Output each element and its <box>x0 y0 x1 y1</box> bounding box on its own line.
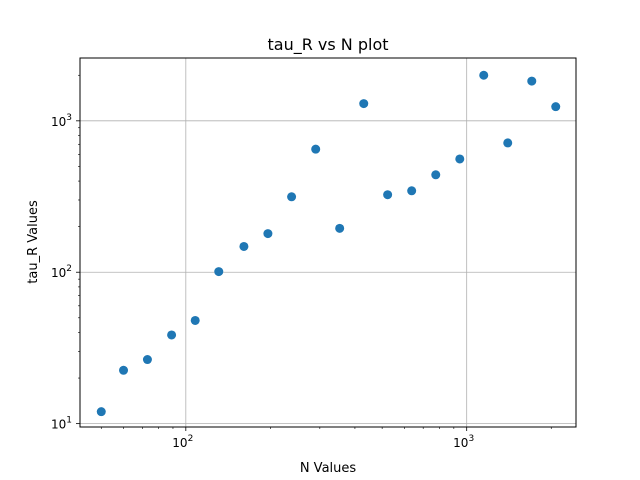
data-point <box>214 267 224 277</box>
data-point <box>383 190 393 200</box>
grid-lines <box>80 58 576 427</box>
data-point <box>503 138 513 148</box>
data-point <box>431 170 441 180</box>
x-tick-label: 103 <box>453 434 474 450</box>
data-point <box>455 154 465 164</box>
data-point <box>142 355 152 365</box>
y-tick-label: 103 <box>51 113 72 129</box>
data-point <box>239 241 249 251</box>
data-point <box>551 102 561 112</box>
y-tick-label: 102 <box>51 264 72 280</box>
data-point <box>96 407 106 417</box>
chart-title: tau_R vs N plot <box>267 35 388 55</box>
x-tick-label: 102 <box>172 434 193 450</box>
data-point <box>407 186 417 196</box>
data-point <box>119 365 129 375</box>
plot-frame <box>79 57 577 428</box>
data-point <box>311 144 321 154</box>
data-point <box>190 315 200 325</box>
data-point <box>335 223 345 233</box>
data-point <box>287 192 297 202</box>
y-axis-label: tau_R Values <box>26 200 41 284</box>
y-tick-label: 101 <box>51 416 72 432</box>
data-point <box>359 99 369 109</box>
data-point <box>527 76 537 86</box>
data-point <box>263 229 273 239</box>
data-point <box>479 70 489 80</box>
axis-ticks: 102 103 101 102 103 <box>51 74 552 450</box>
x-axis-label: N Values <box>300 461 357 476</box>
data-point <box>167 330 177 340</box>
data-points <box>96 70 561 417</box>
